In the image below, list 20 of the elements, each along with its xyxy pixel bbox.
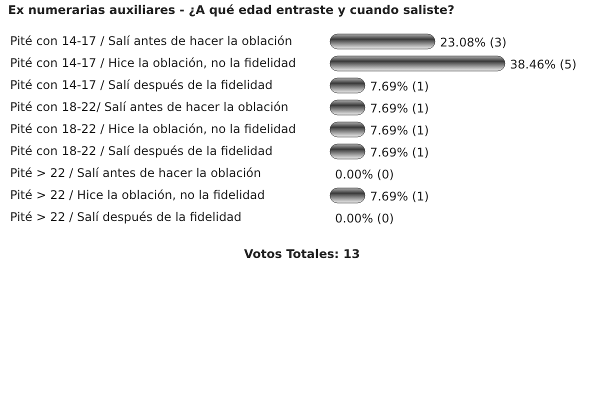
y-tick-label: Pité con 18-22 / Salí después de la fidelidad xyxy=(10,144,273,158)
data-label: 0.00% (0) xyxy=(335,168,394,182)
y-tick-label: Pité con 14-17 / Salí después de la fidelidad xyxy=(10,78,273,92)
y-tick-label: Pité > 22 / Salí después de la fidelidad xyxy=(10,210,242,224)
data-label: 7.69% (1) xyxy=(370,146,429,160)
y-tick-label: Pité > 22 / Salí antes de hacer la oblación xyxy=(10,166,262,180)
data-label: 0.00% (0) xyxy=(335,212,394,226)
y-tick-label: Pité con 14-17 / Hice la oblación, no la fidelidad xyxy=(10,56,296,70)
data-label: 7.69% (1) xyxy=(370,80,429,94)
y-tick-label: Pité > 22 / Hice la oblación, no la fidelidad xyxy=(10,188,265,202)
data-label: 23.08% (3) xyxy=(440,36,507,50)
text: Ex numerarias auxiliares - ¿A qué edad entraste y cuando saliste? xyxy=(8,3,455,17)
data-label: 7.69% (1) xyxy=(370,190,429,204)
y-tick-label: Pité con 14-17 / Salí antes de hacer la oblación xyxy=(10,34,292,48)
y-tick-label: Pité con 18-22/ Salí antes de hacer la oblación xyxy=(10,100,288,114)
y-tick-label: Pité con 18-22 / Hice la oblación, no la fidelidad xyxy=(10,122,296,136)
data-label: 7.69% (1) xyxy=(370,102,429,116)
data-label: 7.69% (1) xyxy=(370,124,429,138)
text: Votos Totales: 13 xyxy=(244,247,360,261)
data-label: 38.46% (5) xyxy=(510,58,577,72)
